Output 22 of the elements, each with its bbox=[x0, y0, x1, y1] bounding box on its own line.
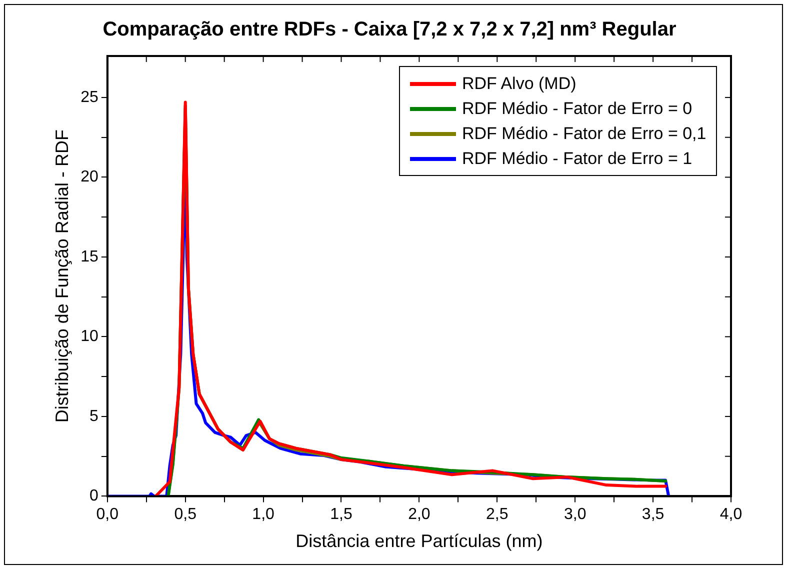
x-tick-label: 3,0 bbox=[564, 506, 586, 524]
legend-label: RDF Médio - Fator de Erro = 0,1 bbox=[462, 123, 706, 145]
x-tick-label: 0,0 bbox=[96, 506, 119, 524]
x-tick-label: 0,5 bbox=[174, 506, 197, 524]
legend-label: RDF Médio - Fator de Erro = 1 bbox=[462, 148, 692, 170]
x-tick-label: 4,0 bbox=[720, 506, 742, 524]
y-tick-label: 20 bbox=[80, 168, 98, 186]
y-axis-title: Distribuição de Função Radial - RDF bbox=[52, 130, 72, 423]
x-tick-label: 1,0 bbox=[252, 506, 275, 524]
legend-label: RDF Médio - Fator de Erro = 0 bbox=[462, 98, 692, 120]
x-tick-label: 3,5 bbox=[642, 506, 664, 524]
x-tick-label: 2,0 bbox=[408, 506, 430, 524]
x-axis-title: Distância entre Partículas (nm) bbox=[296, 531, 543, 552]
y-tick-label: 5 bbox=[89, 408, 98, 425]
x-tick-label: 2,5 bbox=[486, 506, 508, 524]
x-tick-label: 1,5 bbox=[330, 506, 352, 524]
y-tick-label: 25 bbox=[80, 88, 98, 106]
y-tick-label: 10 bbox=[80, 328, 98, 346]
chart-title: Comparação entre RDFs - Caixa [7,2 x 7,2 x 7,2] nm³ Regular bbox=[102, 18, 676, 41]
y-tick-label: 15 bbox=[80, 248, 98, 266]
y-tick-label: 0 bbox=[89, 488, 98, 505]
legend-label: RDF Alvo (MD) bbox=[462, 73, 576, 95]
